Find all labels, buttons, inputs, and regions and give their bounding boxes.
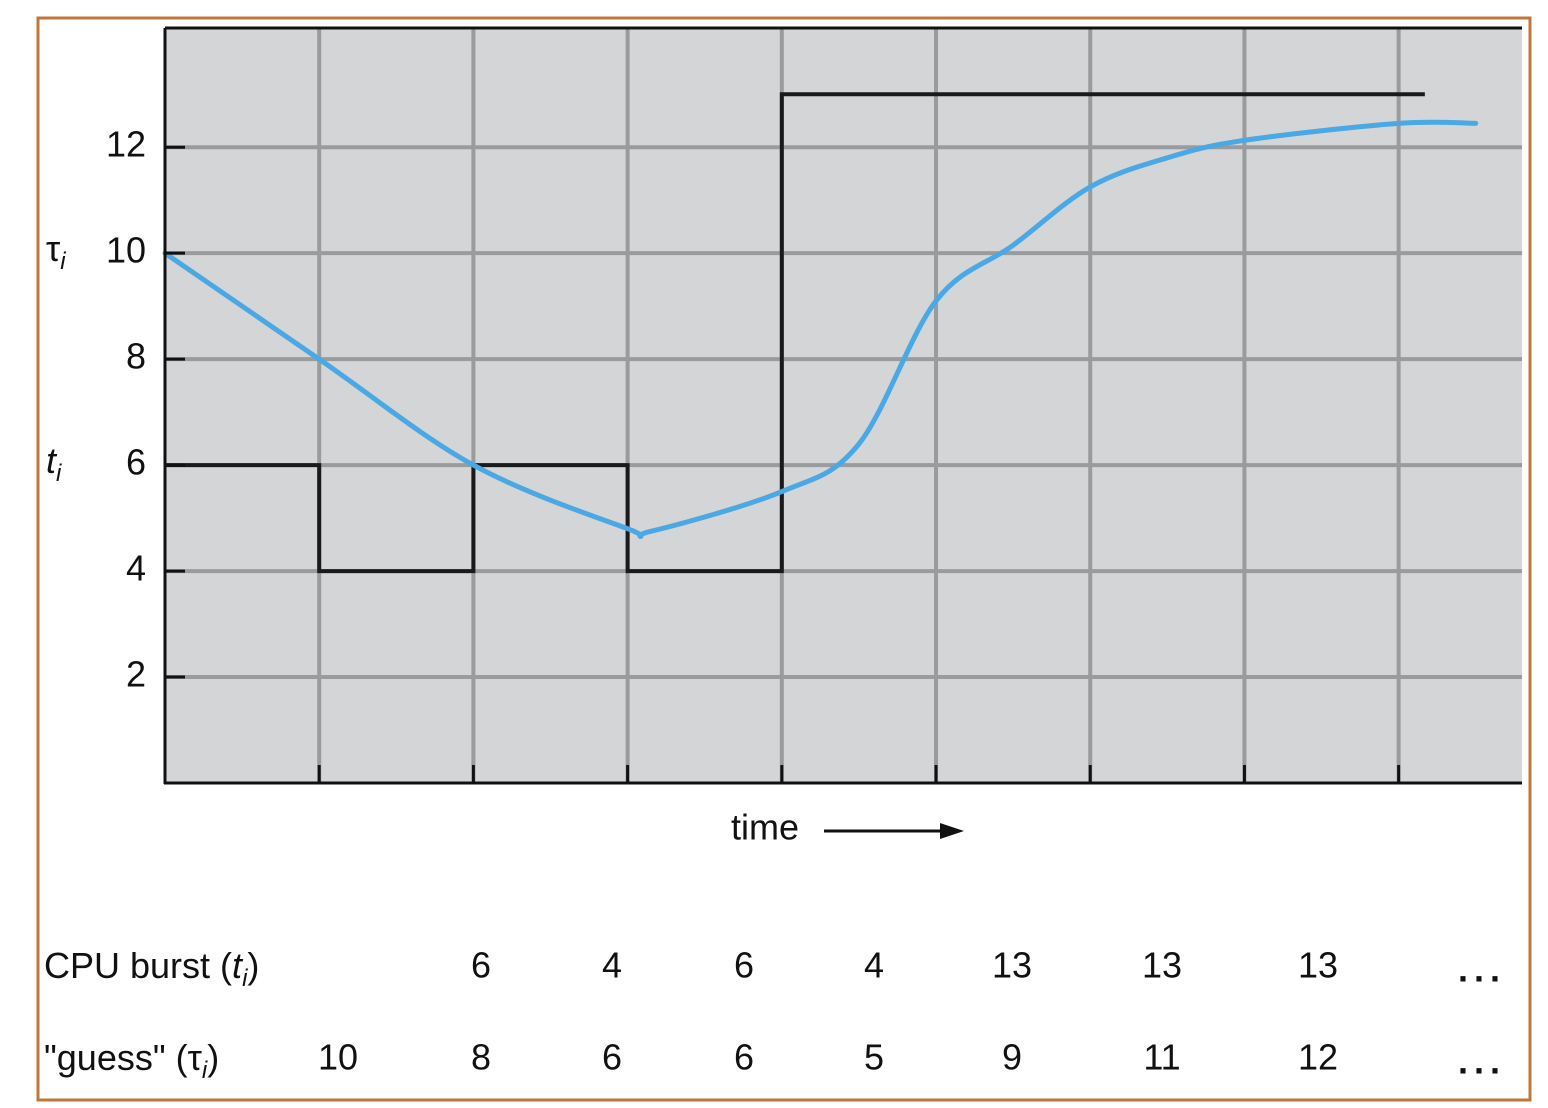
cell: 8 bbox=[471, 1037, 491, 1078]
cell: 12 bbox=[1298, 1037, 1338, 1078]
ellipsis: ... bbox=[1458, 1041, 1506, 1082]
cell: 9 bbox=[1002, 1037, 1022, 1078]
y-side-label: ti bbox=[46, 440, 62, 488]
label-text: "guess" ( bbox=[44, 1037, 188, 1078]
curve bbox=[162, 119, 1479, 539]
symbol: τ bbox=[46, 228, 60, 269]
cell: 13 bbox=[1298, 945, 1338, 986]
plot-area bbox=[165, 28, 1522, 783]
cell: 6 bbox=[602, 1037, 622, 1078]
cell: 13 bbox=[992, 945, 1032, 986]
cell: 6 bbox=[734, 945, 754, 986]
cell: 5 bbox=[864, 1037, 884, 1078]
arrow-head bbox=[940, 823, 964, 839]
cell: 6 bbox=[471, 945, 491, 986]
ellipsis: ... bbox=[1458, 949, 1506, 990]
row-label: CPU burst (ti) bbox=[44, 945, 259, 993]
cell: 4 bbox=[602, 945, 622, 986]
symbol: t bbox=[46, 440, 58, 481]
label-text: ) bbox=[207, 1037, 219, 1078]
label-text: CPU burst ( bbox=[44, 945, 232, 986]
y-tick-label: 2 bbox=[126, 654, 146, 695]
cell: 13 bbox=[1142, 945, 1182, 986]
y-tick-label: 8 bbox=[126, 336, 146, 377]
subscript: i bbox=[56, 460, 62, 487]
subscript: i bbox=[60, 249, 66, 276]
row-label: "guess" (τi) bbox=[44, 1037, 219, 1085]
frame bbox=[36, 16, 1532, 1102]
cell: 10 bbox=[318, 1037, 358, 1078]
cell: 4 bbox=[864, 945, 884, 986]
y-tick-label: 10 bbox=[106, 230, 146, 271]
y-side-label: τi bbox=[46, 228, 66, 276]
cell: 6 bbox=[734, 1037, 754, 1078]
y-tick-label: 12 bbox=[106, 124, 146, 165]
label-var: τ bbox=[188, 1037, 202, 1078]
y-tick-label: 6 bbox=[126, 442, 146, 483]
step-line bbox=[165, 92, 1425, 574]
x-axis-label: time bbox=[731, 807, 799, 848]
label-text: ) bbox=[247, 945, 259, 986]
label-sub: i bbox=[242, 965, 248, 992]
y-tick-label: 4 bbox=[126, 548, 146, 589]
label-sub: i bbox=[202, 1057, 208, 1084]
cell: 11 bbox=[1143, 1037, 1180, 1078]
label-var: t bbox=[232, 945, 244, 986]
